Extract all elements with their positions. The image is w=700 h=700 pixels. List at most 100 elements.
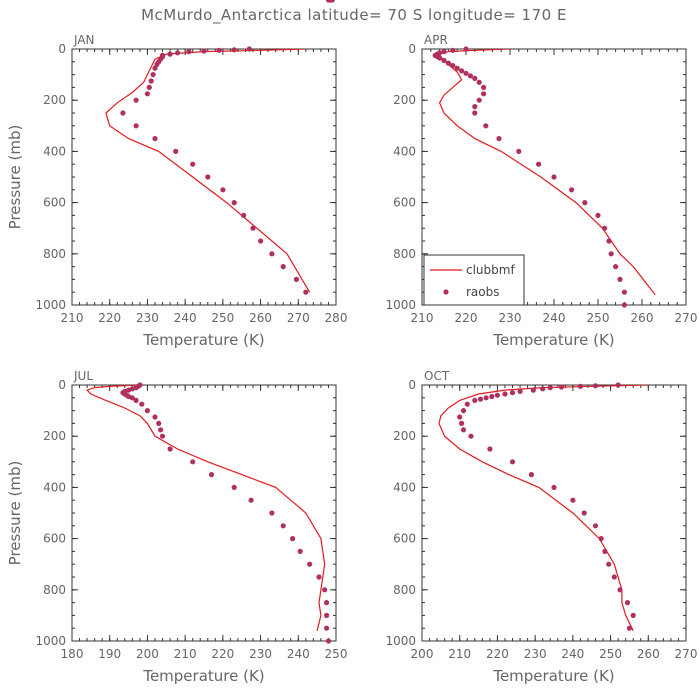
x-tick-label: 270: [287, 311, 310, 325]
obs-point: [450, 63, 456, 69]
obs-point: [489, 393, 495, 400]
panel-month-label: JAN: [73, 33, 95, 47]
obs-point: [460, 427, 467, 433]
obs-point: [547, 385, 553, 391]
obs-point: [450, 47, 456, 53]
obs-point: [139, 401, 145, 407]
x-tick-label: 240: [174, 311, 197, 325]
x-tick-label: 250: [211, 311, 234, 325]
obs-point: [457, 414, 463, 420]
y-tick-label: 800: [43, 583, 66, 597]
obs-point: [216, 47, 222, 53]
obs-point: [220, 187, 226, 193]
obs-point: [624, 600, 631, 606]
obs-point: [536, 161, 542, 167]
x-tick-label: 250: [325, 647, 348, 661]
obs-point: [293, 276, 299, 282]
x-axis-label: Temperature (K): [142, 331, 264, 349]
panel-apr: APR 210 220 230 240 250 260 270 0 200 400 600 800 100…: [385, 33, 697, 349]
y-tick-label: 1000: [385, 634, 416, 648]
y-tick-label: 200: [43, 93, 66, 107]
obs-point: [280, 264, 286, 270]
x-tick-label: 240: [543, 311, 566, 325]
obs-point: [322, 587, 328, 593]
obs-point: [246, 46, 252, 52]
obs-point: [613, 264, 619, 270]
obs-point: [595, 212, 601, 218]
obs-point: [509, 459, 516, 465]
obs-point: [186, 49, 192, 55]
obs-point: [241, 212, 247, 218]
obs-point: [581, 510, 587, 516]
obs-point: [460, 408, 467, 414]
obs-point: [630, 612, 636, 619]
legend-obs-swatch: [443, 289, 449, 295]
obs-point: [269, 251, 275, 257]
obs-point: [133, 123, 139, 129]
obs-point: [468, 433, 474, 439]
obs-point: [577, 383, 584, 389]
obs-point: [167, 446, 173, 452]
obs-point: [324, 612, 330, 619]
panel-month-label: JUL: [73, 369, 93, 383]
x-tick-label: 230: [524, 647, 547, 661]
obs-point: [551, 484, 557, 490]
panel-jul: JUL 180 190 200 210 220 230 240 250 0 200 400 600 800…: [6, 0, 347, 685]
x-tick-label: 200: [136, 647, 159, 661]
x-tick-label: 200: [411, 647, 434, 661]
obs-point: [156, 420, 162, 426]
obs-point: [558, 384, 565, 390]
y-tick-label: 600: [393, 196, 416, 210]
obs-point: [297, 548, 303, 555]
obs-point: [615, 382, 621, 388]
obs-point: [540, 386, 546, 392]
legend: clubbmf raobs: [423, 254, 525, 306]
x-tick-label: 190: [98, 647, 121, 661]
obs-point: [173, 148, 179, 154]
y-tick-label: 200: [393, 429, 416, 443]
obs-point: [208, 472, 215, 478]
obs-point: [477, 396, 484, 402]
y-tick-label: 600: [43, 196, 66, 210]
obs-point: [582, 200, 588, 206]
obs-point: [472, 104, 478, 110]
model-series-line: [105, 49, 311, 293]
x-tick-label: 260: [249, 311, 272, 325]
x-axis-label: Temperature (K): [492, 667, 614, 685]
obs-point: [606, 561, 612, 567]
y-tick-label: 1000: [35, 298, 66, 312]
obs-point: [626, 625, 633, 631]
obs-point: [464, 401, 470, 407]
model-series-line: [86, 385, 326, 631]
obs-point: [472, 110, 478, 116]
y-tick-label: 600: [43, 532, 66, 546]
obs-point: [530, 387, 536, 393]
obs-point: [570, 497, 576, 503]
obs-point: [483, 123, 489, 129]
x-axis-label: Temperature (K): [142, 667, 264, 685]
y-axis-label: Pressure (mb): [6, 461, 24, 566]
obs-point: [509, 390, 516, 396]
y-axis-label: Pressure (mb): [6, 125, 24, 230]
obs-point: [158, 427, 164, 433]
obs-point: [201, 48, 207, 54]
x-tick-label: 250: [587, 311, 610, 325]
obs-point: [324, 600, 330, 606]
x-tick-label: 270: [675, 311, 698, 325]
x-tick-label: 220: [455, 311, 478, 325]
obs-point: [248, 497, 254, 503]
x-tick-label: 210: [411, 311, 434, 325]
obs-point: [231, 484, 237, 490]
x-tick-label: 240: [287, 647, 310, 661]
obs-point: [502, 391, 508, 397]
x-tick-label: 240: [561, 647, 584, 661]
obs-point: [551, 174, 557, 180]
obs-point: [146, 84, 152, 90]
obs-point: [467, 73, 473, 79]
obs-point: [152, 414, 158, 420]
obs-point: [472, 75, 478, 81]
obs-point: [133, 397, 139, 403]
x-tick-label: 230: [136, 311, 159, 325]
obs-point: [441, 49, 447, 55]
obs-point: [476, 97, 482, 103]
